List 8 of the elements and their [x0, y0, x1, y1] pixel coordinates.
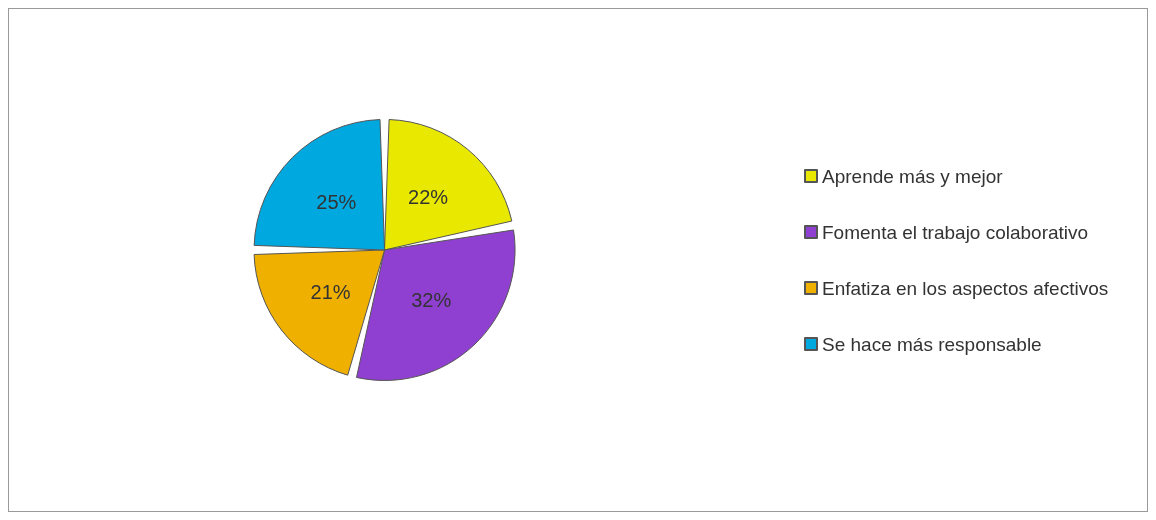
data-label: 32% — [411, 288, 452, 311]
data-label: 22% — [408, 186, 449, 209]
legend-label: Fomenta el trabajo colaborativo — [822, 221, 1089, 243]
legend-label: Se hace más responsable — [822, 333, 1042, 355]
legend-label: Aprende más y mejor — [822, 165, 1004, 187]
data-label: 21% — [310, 280, 351, 303]
legend-label: Enfatiza en los aspectos afectivos — [822, 277, 1109, 299]
data-label: 25% — [316, 190, 357, 213]
